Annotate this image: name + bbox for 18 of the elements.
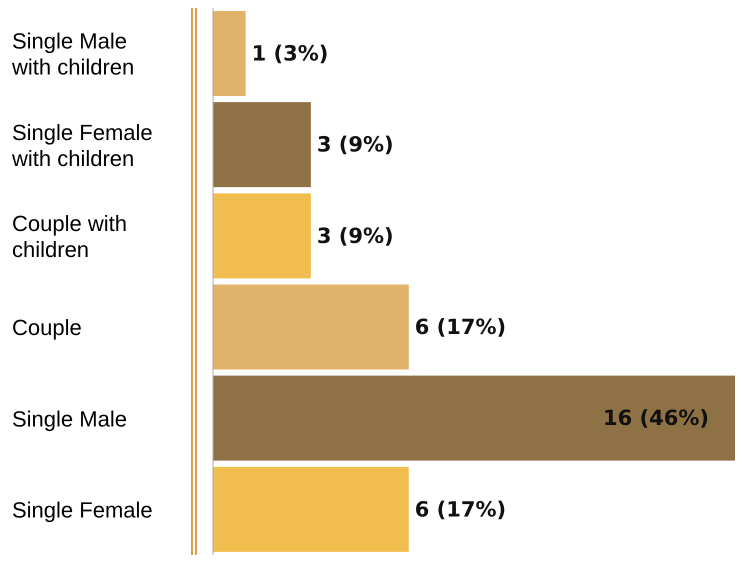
y-tick-label: Single Female with children (11, 119, 153, 170)
data-label: 16 (46%) (603, 406, 709, 430)
y-tick-label: Single Male (12, 406, 127, 431)
bar (213, 193, 311, 278)
data-label: 6 (17%) (414, 315, 506, 339)
y-tick-label: Couple (12, 314, 82, 340)
bar (213, 102, 311, 188)
y-tick-label: Single Female (12, 496, 153, 522)
data-label: 3 (9%) (316, 224, 394, 248)
data-label: 1 (3%) (252, 42, 328, 66)
y-tick-label: Couple with children (12, 210, 127, 262)
data-label: 6 (17%) (414, 497, 506, 522)
bar (213, 11, 246, 96)
bar (213, 376, 735, 461)
bar (213, 284, 409, 370)
y-tick-label: Single Male with children (11, 28, 134, 80)
data-label: 3 (9%) (316, 132, 394, 157)
bar (213, 466, 409, 552)
